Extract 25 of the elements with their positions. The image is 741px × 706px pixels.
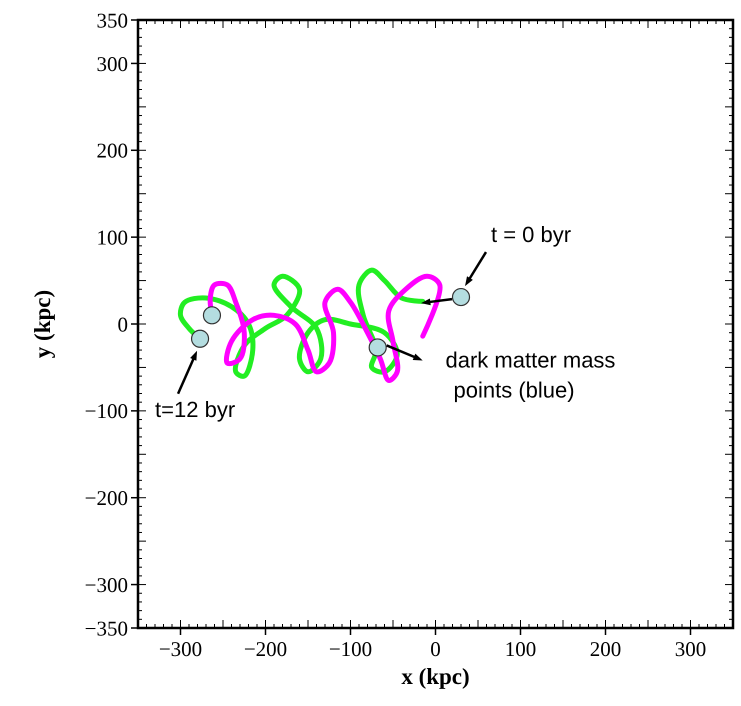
y-tick-label: 0 [118,312,128,336]
y-tick-label: 100 [96,225,128,250]
point [190,330,210,348]
y-tick-label: −100 [84,399,128,424]
y-tick-label: 200 [96,138,128,163]
x-tick-label: 0 [430,637,441,661]
y-tick-label: 350 [96,8,128,32]
x-axis-title: x (kpc) [401,664,470,689]
x-tick-label: −100 [328,637,372,661]
point [452,288,470,306]
y-tick-label: −300 [84,572,128,597]
x-tick-label: −200 [244,637,288,661]
x-tick-label: 300 [674,637,706,661]
annotation: t=12 byr [155,396,236,422]
y-axis-title: y (kpc) [30,290,55,358]
y-tick-label: −200 [84,486,128,510]
point [202,306,222,324]
x-tick-label: −300 [158,637,202,661]
y-tick-label: 300 [96,52,128,76]
point [368,338,387,357]
y-tick-label: −350 [84,616,128,640]
annotation: dark matter mass points (blue) [446,347,616,402]
x-tick-label: 100 [504,637,536,661]
annotation: t = 0 byr [491,222,572,248]
x-tick-label: 200 [590,637,622,661]
